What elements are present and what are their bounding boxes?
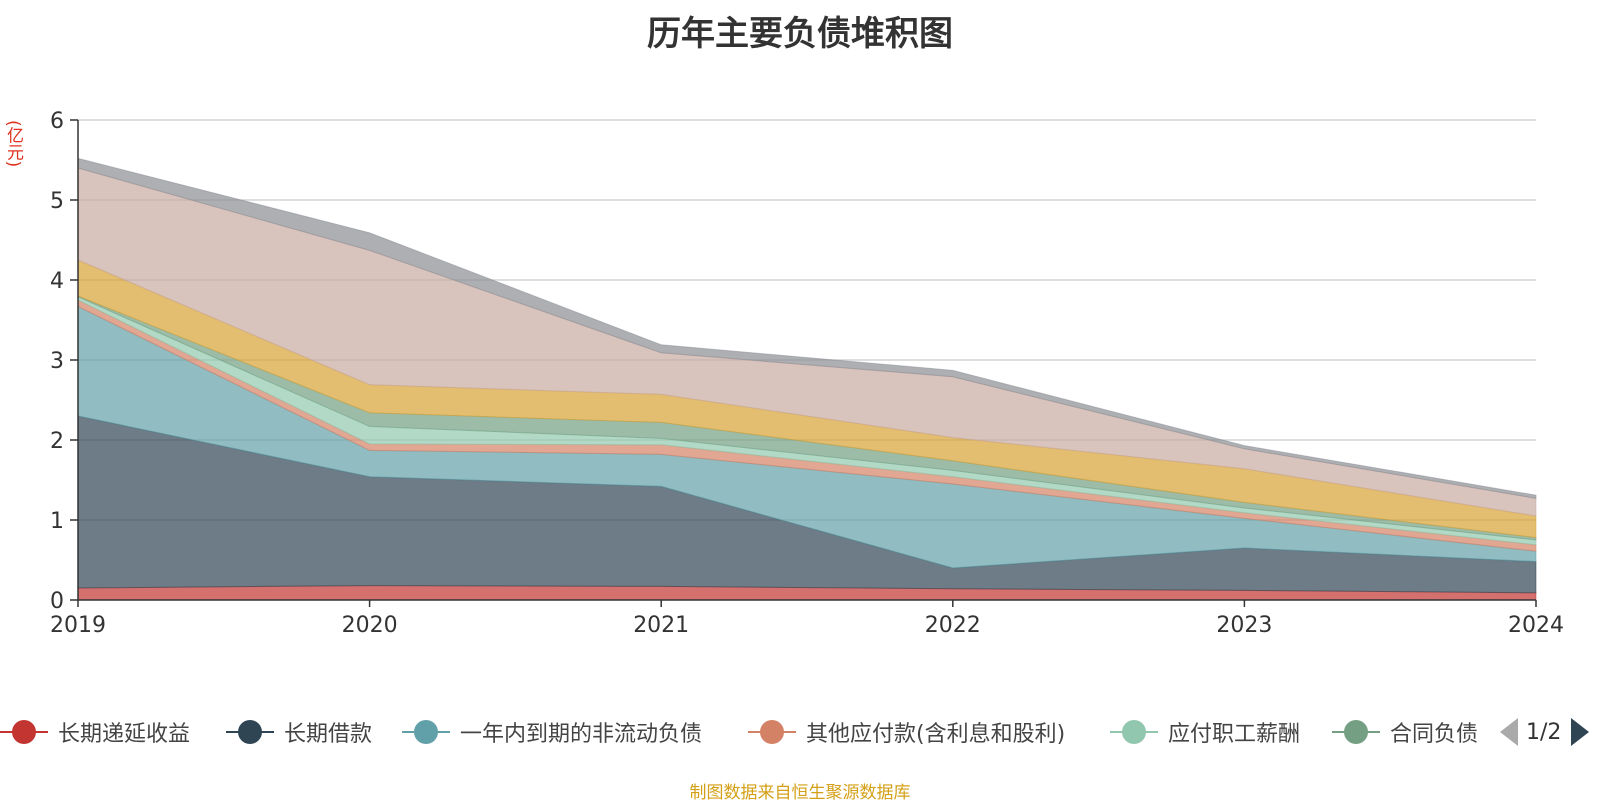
legend-item-deferred-income[interactable]: 长期递延收益 bbox=[0, 712, 190, 752]
legend-marker-icon bbox=[748, 714, 796, 750]
legend-dot bbox=[760, 720, 784, 744]
x-tick-label: 2019 bbox=[50, 613, 106, 638]
page-indicator: 1/2 bbox=[1526, 719, 1562, 745]
legend-pager: 1/2 bbox=[1500, 712, 1590, 752]
legend: 长期递延收益 长期借款 一年内到期的非流动负债 其他应付款(含利息和股利) 应付… bbox=[0, 712, 1600, 752]
legend-dot bbox=[1122, 720, 1146, 744]
area-series bbox=[77, 157, 1537, 601]
legend-marker-icon bbox=[402, 714, 450, 750]
y-tick-label: 2 bbox=[50, 429, 64, 454]
chart-title: 历年主要负债堆积图 bbox=[647, 14, 953, 54]
prev-page-icon[interactable] bbox=[1500, 718, 1518, 746]
legend-marker-icon bbox=[1332, 714, 1380, 750]
y-tick-label: 5 bbox=[50, 189, 64, 214]
legend-label: 一年内到期的非流动负债 bbox=[460, 722, 703, 747]
legend-label: 长期借款 bbox=[284, 722, 373, 747]
x-tick-label: 2022 bbox=[925, 613, 981, 638]
legend-marker-icon bbox=[226, 714, 274, 750]
stacked-area-chart: 0 1 2 3 4 5 6 2019 2020 2021 2022 2023 2024 bbox=[50, 109, 1564, 638]
legend-item-current-portion-noncurrent[interactable]: 一年内到期的非流动负债 bbox=[402, 712, 702, 752]
legend-label: 合同负债 bbox=[1390, 722, 1479, 747]
legend-label: 长期递延收益 bbox=[58, 722, 191, 747]
y-tick-label: 6 bbox=[50, 109, 64, 134]
legend-dot bbox=[12, 720, 36, 744]
y-tick-label: 1 bbox=[50, 509, 64, 534]
area-series-8 bbox=[77, 157, 1537, 499]
legend-label: 其他应付款(含利息和股利) bbox=[806, 722, 1066, 747]
axes: 0 1 2 3 4 5 6 2019 2020 2021 2022 2023 2024 bbox=[50, 109, 1564, 638]
next-page-icon[interactable] bbox=[1571, 718, 1590, 746]
legend-marker-icon bbox=[1110, 714, 1158, 750]
legend-item-long-term-loan[interactable]: 长期借款 bbox=[226, 712, 372, 752]
x-tick-label: 2023 bbox=[1216, 613, 1272, 638]
y-axis-unit-label: (亿元) bbox=[3, 120, 23, 168]
legend-label: 应付职工薪酬 bbox=[1168, 722, 1301, 747]
legend-item-contract-liabilities[interactable]: 合同负债 bbox=[1332, 712, 1482, 752]
legend-dot bbox=[1344, 720, 1368, 744]
y-tick-label: 3 bbox=[50, 349, 64, 374]
y-tick-label: 4 bbox=[50, 269, 64, 294]
y-tick-label: 0 bbox=[50, 589, 64, 614]
x-tick-label: 2021 bbox=[633, 613, 689, 638]
legend-dot bbox=[414, 720, 438, 744]
legend-marker-icon bbox=[0, 714, 48, 750]
legend-item-other-payables[interactable]: 其他应付款(含利息和股利) bbox=[748, 712, 1065, 752]
legend-dot bbox=[238, 720, 262, 744]
data-source-footer: 制图数据来自恒生聚源数据库 bbox=[689, 783, 911, 803]
legend-item-payroll-payable[interactable]: 应付职工薪酬 bbox=[1110, 712, 1300, 752]
x-tick-label: 2024 bbox=[1508, 613, 1564, 638]
x-tick-label: 2020 bbox=[342, 613, 398, 638]
